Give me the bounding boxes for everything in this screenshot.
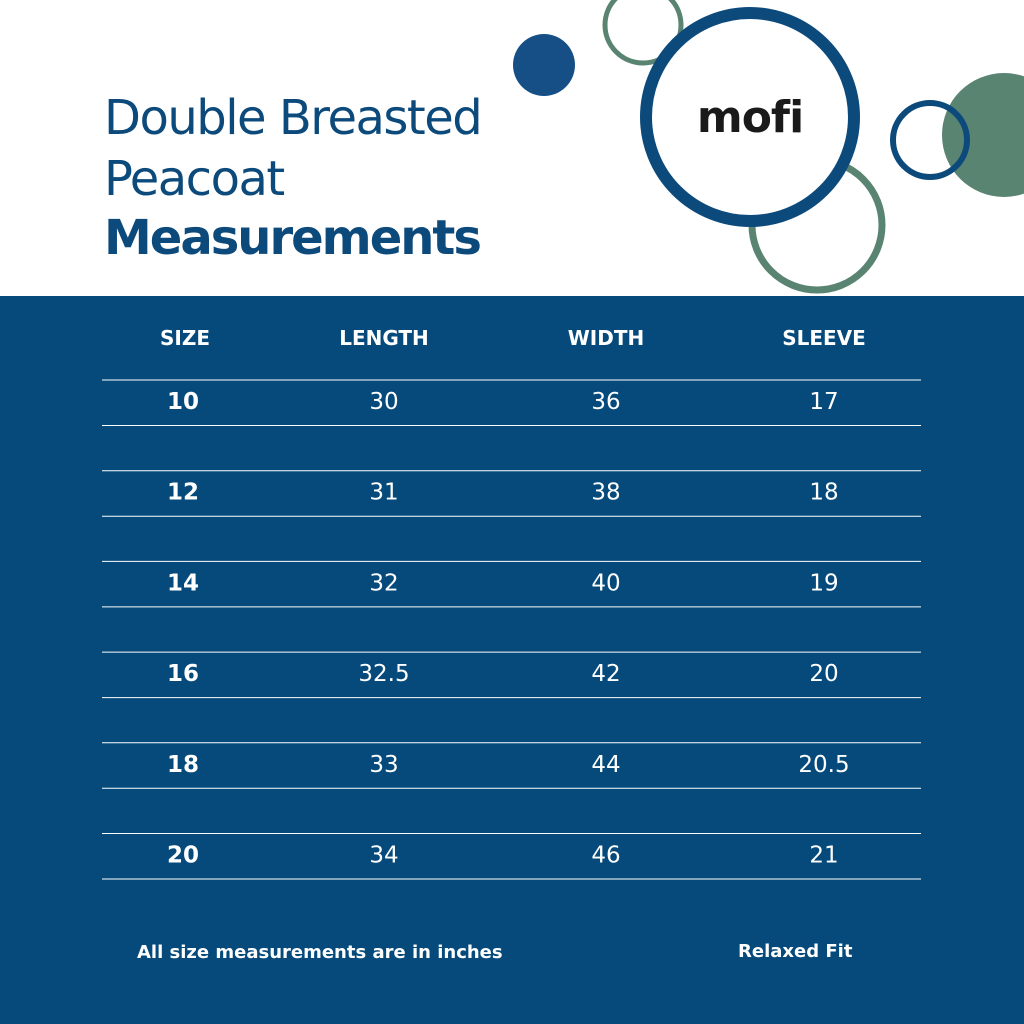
deco-ring (890, 100, 970, 180)
value-cell: 34 (369, 843, 398, 869)
value-cell: 44 (591, 752, 620, 778)
value-cell: 40 (591, 570, 620, 596)
value-cell: 32.5 (358, 661, 409, 687)
column-header: SLEEVE (782, 326, 866, 350)
value-cell: 42 (591, 661, 620, 687)
title-line: Peacoat (104, 151, 284, 207)
value-cell: 20 (809, 661, 838, 687)
column-header: WIDTH (568, 326, 644, 350)
value-cell: 20.5 (798, 752, 849, 778)
size-cell: 18 (167, 752, 199, 778)
table: SIZE LENGTH WIDTH SLEEVE 10 30 36 17 12 31 38 18 14 3… (102, 326, 921, 880)
value-cell: 31 (369, 480, 398, 506)
title-bold: Measurements (104, 210, 480, 266)
value-cell: 36 (591, 389, 620, 415)
table-bg (0, 296, 1024, 1024)
value-cell: 17 (809, 389, 838, 415)
logo: mofi (697, 92, 803, 143)
value-cell: 30 (369, 389, 398, 415)
deco-circle (513, 34, 575, 96)
deco-circle (942, 73, 1024, 197)
title-line: Double Breasted (104, 90, 481, 146)
value-cell: 19 (809, 570, 838, 596)
value-cell: 21 (809, 843, 838, 869)
footer-fit: Relaxed Fit (738, 941, 853, 962)
column-header: LENGTH (339, 326, 429, 350)
logo-circle (640, 7, 860, 227)
column-header: SIZE (160, 326, 210, 350)
size-cell: 16 (167, 661, 199, 687)
size-cell: 12 (167, 480, 199, 506)
value-cell: 38 (591, 480, 620, 506)
value-cell: 32 (369, 570, 398, 596)
value-cell: 33 (369, 752, 398, 778)
deco-ring (602, 0, 684, 66)
size-cell: 20 (167, 843, 199, 869)
size-cell: 14 (167, 570, 199, 596)
footer-note: All size measurements are in inches (137, 942, 503, 963)
value-cell: 46 (591, 843, 620, 869)
value-cell: 18 (809, 480, 838, 506)
size-cell: 10 (167, 389, 199, 415)
